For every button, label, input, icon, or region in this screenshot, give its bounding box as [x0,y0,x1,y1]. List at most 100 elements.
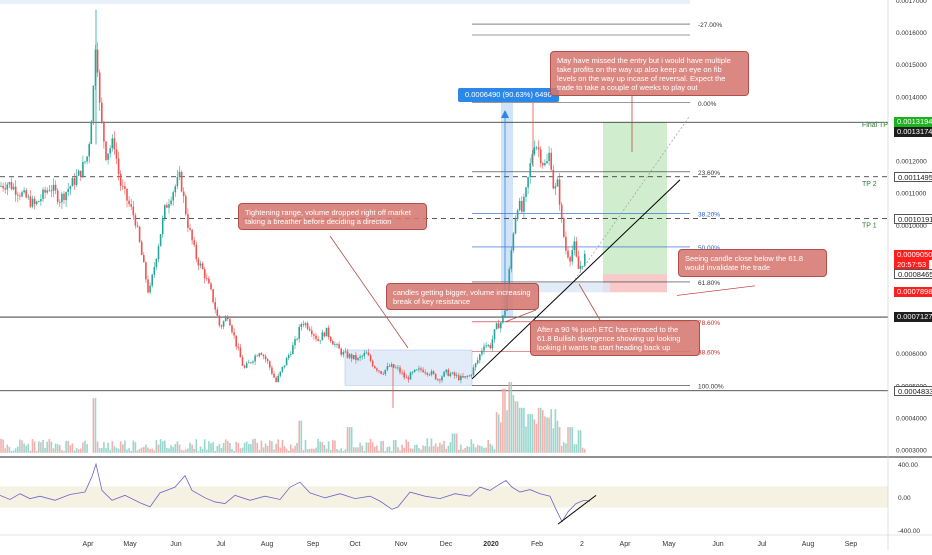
candle [500,322,502,329]
candle [447,369,450,377]
volume-bar [48,438,51,453]
candle [535,147,538,149]
volume-bar [109,449,111,453]
time-tick-label: Feb [531,541,543,548]
volume-bar [210,443,212,453]
volume-bar [111,441,114,453]
candle [525,187,527,197]
candle [550,152,552,170]
candle [374,366,376,369]
candle [434,373,437,380]
volume-bar [35,450,38,453]
candle [567,250,569,258]
volume-bar [458,449,460,453]
volume-bar [556,420,559,453]
volume-bar [168,448,170,453]
time-tick-label: Aug [261,541,274,548]
candle [149,285,151,293]
volume-bar [17,446,19,453]
volume-bar [426,438,429,453]
candle [75,175,78,185]
annotation-breakout[interactable]: candles getting bigger, volume increasin… [386,283,539,310]
candle [334,344,336,346]
candle [563,217,565,237]
candle [220,325,223,327]
volume-bar [287,450,290,453]
volume-bar [229,443,231,453]
volume-bar [479,445,481,453]
candle [348,354,351,358]
time-tick-label: Apr [83,541,95,548]
volume-bar [332,440,334,453]
volume-bar [119,441,122,453]
candle [101,102,103,122]
candle [495,323,498,330]
volume-bar [172,446,174,453]
volume-bar [506,410,508,453]
volume-bar [428,446,431,453]
volume-bar [544,416,546,453]
volume-bar [185,449,187,453]
measure-arrowhead [501,110,509,118]
volume-bar [260,440,263,453]
candle [4,188,6,190]
candle [544,163,546,166]
candle [397,367,399,369]
volume-bar [71,443,74,453]
volume-bar [558,427,561,453]
volume-bar [191,444,193,453]
candle [321,332,324,341]
volume-bar [424,446,426,453]
price-tag: 0.0011495 [894,171,932,182]
volume-bar [243,442,246,453]
time-tick-label: Jun [712,541,723,548]
volume-bar [206,449,208,453]
candle [287,355,290,358]
candle [12,186,15,190]
volume-bar [430,438,433,453]
volume-bar [504,388,506,453]
annotation-retrace[interactable]: After a 90 % push ETC has retraced to th… [530,320,700,356]
volume-bar [382,440,384,453]
candle [409,372,412,380]
candle [197,259,200,266]
volume-bar [554,409,557,453]
volume-bar [239,448,242,453]
volume-bar [237,442,240,453]
volume-bar [201,448,204,453]
annotation-entry-plan[interactable]: May have missed the entry but i would ha… [550,51,749,96]
time-tick-label: 2 [580,541,584,548]
fib-label-0: -27.00% [698,22,722,29]
volume-bar [308,448,311,453]
candle [170,200,172,205]
volume-bar [140,447,143,453]
annotation-invalidation[interactable]: Seeing candle close below the 61.8 would… [678,249,827,277]
annotation-consolidation[interactable]: Tightening range, volume dropped right o… [238,203,427,230]
volume-bar [151,448,153,453]
volume-bar [269,440,271,453]
candle [159,234,162,247]
candle [254,355,256,362]
candle [290,354,292,356]
candle [556,179,559,187]
candle [256,355,258,357]
candle [239,347,242,358]
stop-zone [603,274,667,293]
volume-bar [86,443,88,453]
note-pointer-1 [329,235,409,349]
volume-bar [485,447,487,453]
volume-bar [542,410,544,453]
candle [233,332,235,336]
candle [306,323,309,329]
candle [329,336,332,342]
candle [42,189,44,200]
candle [359,356,361,358]
volume-bar [443,440,445,453]
volume-bar [101,447,103,453]
candle [460,375,462,381]
time-tick-label: Sep [307,541,320,548]
volume-bar [174,443,177,453]
volume-bar [468,446,471,453]
volume-bar [52,448,55,453]
